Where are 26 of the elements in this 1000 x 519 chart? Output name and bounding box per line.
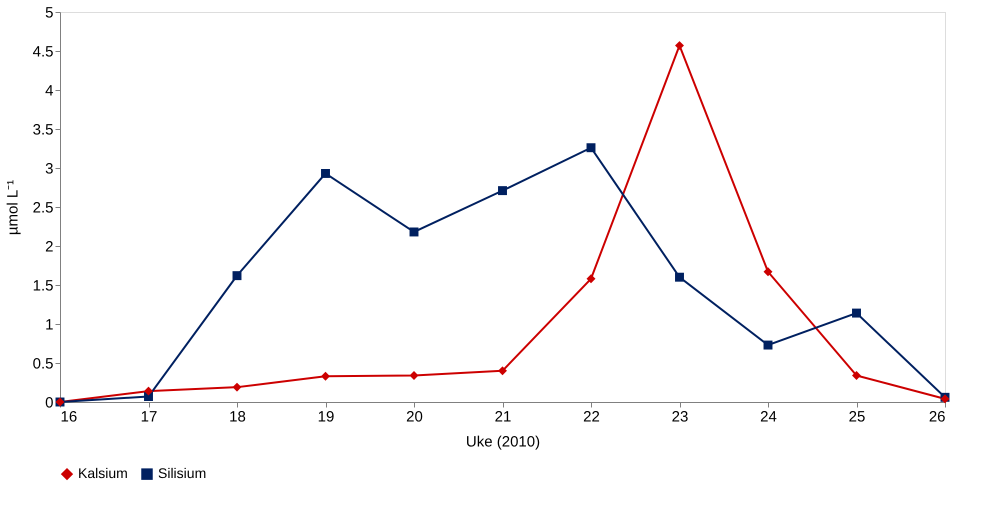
- x-tick-label: 18: [229, 408, 246, 426]
- x-tick-label: 26: [928, 408, 946, 426]
- x-axis-title: Uke (2010): [466, 434, 540, 450]
- y-tick-label: 0: [45, 394, 54, 412]
- y-tick-label: 3: [45, 160, 54, 178]
- x-tick-label: 22: [583, 408, 600, 426]
- x-tick-label: 20: [406, 408, 423, 426]
- x-tick-label: 24: [760, 408, 777, 426]
- x-tick-label: 19: [318, 408, 334, 426]
- x-tick-label: 21: [494, 408, 512, 426]
- y-tick-label: 4.5: [32, 44, 54, 60]
- legend-label: Kalsium: [78, 465, 128, 482]
- y-tick-label: 2.5: [32, 200, 54, 216]
- legend-label: Silisium: [158, 465, 206, 482]
- x-tick-label: 23: [672, 408, 688, 426]
- y-tick-label: 1: [45, 316, 54, 334]
- y-axis-title: µmol L⁻¹: [4, 180, 22, 236]
- y-tick-label: 2: [45, 238, 54, 256]
- x-tick-label: 16: [60, 408, 78, 426]
- y-tick-label: 3.5: [32, 122, 54, 138]
- y-tick-label: 1.5: [32, 278, 54, 294]
- y-tick-label: 0.5: [32, 356, 54, 372]
- y-tick-label: 4: [45, 82, 54, 100]
- x-tick-label: 25: [848, 408, 866, 426]
- x-tick-label: 17: [140, 408, 158, 426]
- y-tick-label: 5: [45, 4, 54, 22]
